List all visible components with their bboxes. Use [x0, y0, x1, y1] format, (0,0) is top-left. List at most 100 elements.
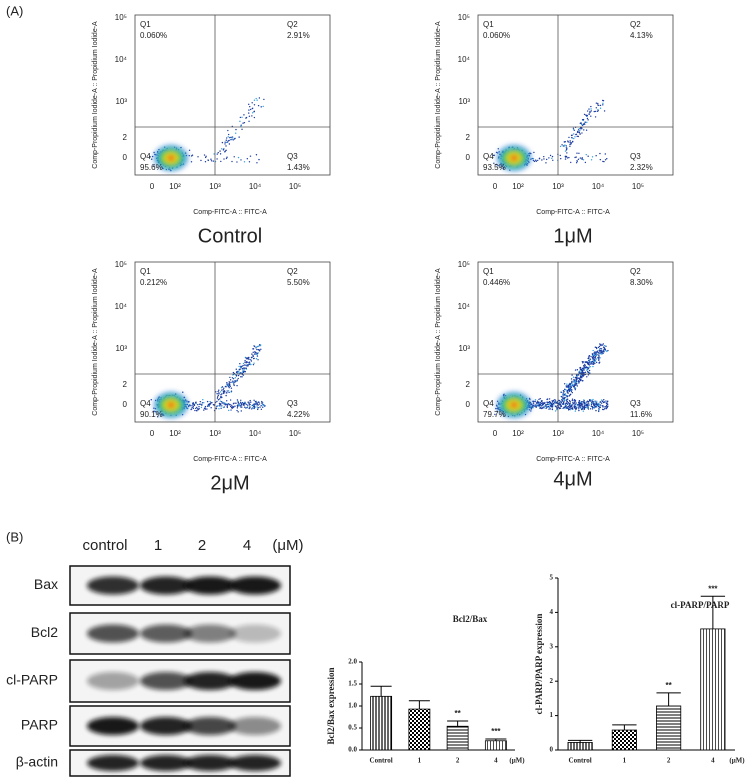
event-dot: [530, 410, 532, 412]
event-dot: [578, 409, 580, 412]
y-tick-label: 1: [550, 711, 554, 719]
event-dot: [547, 406, 549, 408]
y-tick-label: 10³: [458, 344, 470, 353]
event-dot: [536, 400, 539, 402]
event-dot: [605, 345, 607, 347]
event-dot: [236, 161, 238, 163]
event-dot: [576, 369, 579, 371]
event-dot: [599, 104, 602, 107]
event-dot: [594, 360, 597, 362]
event-dot: [253, 357, 255, 360]
bar: [656, 705, 682, 751]
event-dot: [581, 132, 583, 134]
event-dot: [227, 136, 229, 138]
flow-plot: Q1 0.446% Q2 8.30% Q3 11.6% Q4 79.7% 10⁵ 10⁴ 10³ 2 0…: [435, 260, 674, 490]
event-dot: [570, 378, 573, 380]
event-dot: [241, 402, 244, 404]
event-dot: [582, 406, 585, 408]
event-dot: [570, 134, 573, 137]
x-axis-label: Comp-FITC-A :: FITC-A: [193, 456, 267, 463]
event-dot: [595, 346, 598, 349]
event-dot: [566, 152, 568, 154]
event-dot: [598, 351, 600, 354]
event-dot: [560, 391, 562, 393]
event-dot: [603, 399, 605, 401]
event-dot: [231, 377, 234, 379]
event-dot: [242, 371, 245, 374]
event-dot: [595, 107, 598, 109]
event-dot: [570, 407, 572, 410]
event-dot: [236, 409, 238, 412]
quadrant-percentage: 2.32%: [630, 163, 653, 172]
event-dot: [567, 407, 569, 409]
event-dot: [569, 388, 572, 390]
event-dot: [201, 402, 204, 404]
event-dot: [574, 369, 577, 371]
y-tick-label: 0: [123, 153, 128, 162]
event-dot: [567, 386, 569, 388]
y-tick-label: 0.0: [348, 746, 357, 754]
event-dot: [150, 399, 152, 401]
event-dot: [238, 365, 240, 368]
event-dot: [198, 406, 200, 408]
event-dot: [582, 372, 584, 374]
event-dot: [563, 145, 566, 147]
event-dot: [572, 401, 574, 404]
event-dot: [582, 375, 584, 377]
quadrant-name: Q1: [483, 267, 494, 276]
event-dot: [230, 136, 232, 138]
event-dot: [562, 145, 565, 147]
y-axis-label: Comp-Propidium Iodide-A :: Propidium Iod…: [92, 21, 99, 169]
event-dot: [564, 388, 566, 391]
event-dot: [574, 407, 577, 409]
blot-band: [184, 755, 236, 771]
event-dot: [576, 135, 578, 138]
event-dot: [587, 408, 590, 410]
event-dot: [563, 383, 566, 385]
event-dot: [248, 103, 250, 106]
event-dot: [210, 160, 213, 162]
x-tick-label: 0: [150, 182, 155, 191]
event-dot: [578, 152, 580, 154]
event-dot: [586, 110, 589, 112]
event-dot: [582, 405, 584, 407]
significance-label: ***: [708, 584, 718, 593]
event-dot: [577, 406, 580, 408]
event-dot: [239, 366, 242, 368]
event-dot: [563, 397, 566, 399]
x-tick-label: 10⁴: [249, 429, 262, 438]
event-dot: [251, 353, 253, 355]
event-dot: [588, 369, 591, 372]
event-dot: [573, 385, 575, 387]
y-tick-label: 2: [466, 380, 471, 389]
event-dot: [570, 390, 573, 393]
event-dot: [605, 349, 607, 352]
event-dot: [233, 138, 236, 140]
event-dot: [575, 408, 577, 411]
row-label: PARP: [21, 717, 58, 733]
x-tick-label: 10⁵: [632, 429, 644, 438]
event-dot: [580, 128, 582, 130]
event-dot: [191, 406, 193, 409]
event-dot: [243, 114, 245, 116]
event-dot: [228, 403, 230, 405]
error-bar: [567, 739, 593, 743]
event-dot: [576, 383, 578, 385]
event-dot: [581, 127, 583, 130]
event-dot: [223, 403, 225, 405]
event-dot: [226, 383, 228, 385]
event-dot: [587, 406, 589, 409]
event-dot: [246, 406, 249, 408]
row-label: Bax: [34, 576, 58, 592]
plot-frame: [477, 261, 674, 423]
event-dot: [554, 398, 556, 401]
event-dot: [596, 351, 599, 353]
event-dot: [576, 160, 578, 162]
event-dot: [566, 395, 569, 397]
event-dot: [252, 348, 255, 350]
event-dot: [590, 105, 592, 108]
event-dot: [594, 357, 596, 359]
quadrant-name: Q2: [287, 267, 298, 276]
event-dot: [258, 349, 260, 351]
event-dot: [598, 404, 601, 406]
